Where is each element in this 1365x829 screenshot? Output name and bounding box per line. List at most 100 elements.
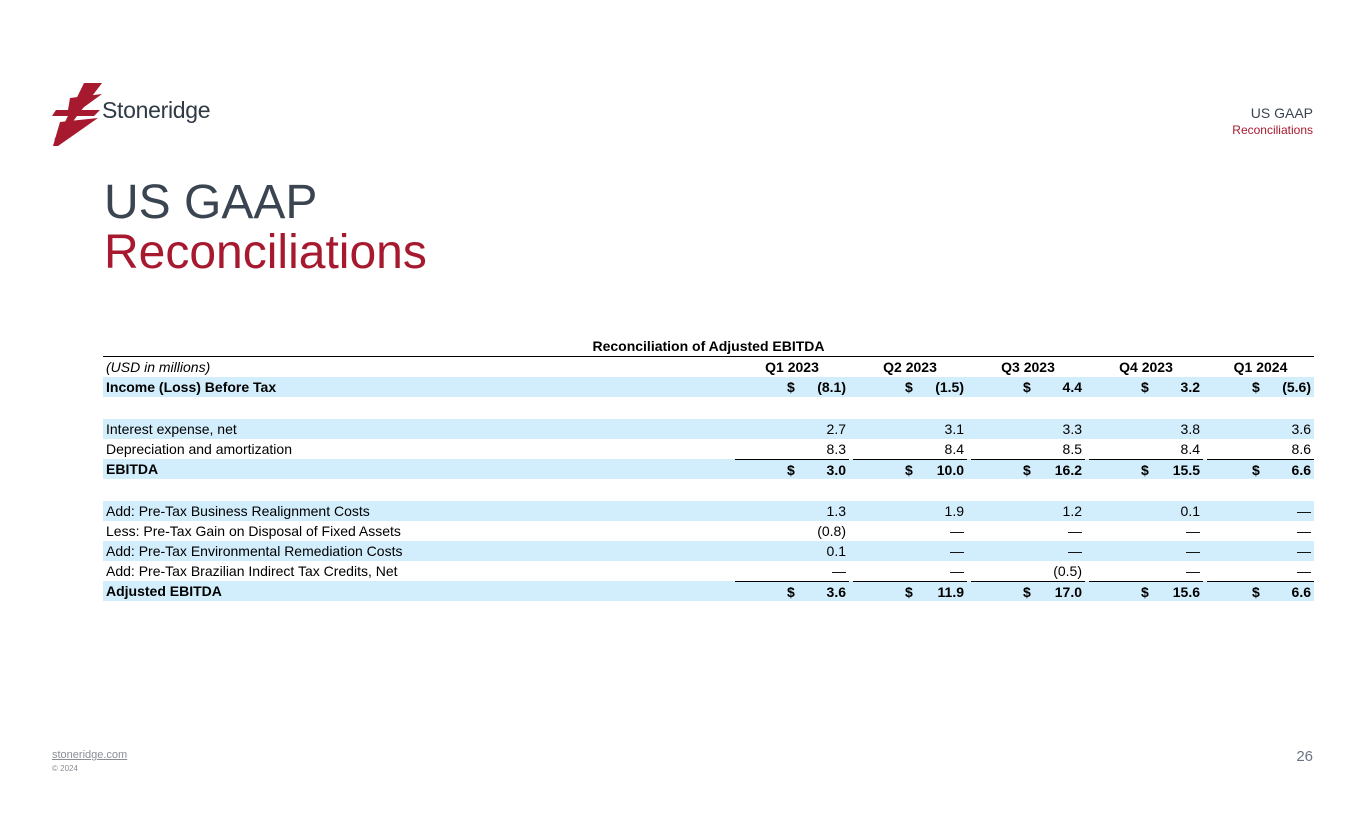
table-row: Less: Pre-Tax Gain on Disposal of Fixed … bbox=[103, 521, 1314, 541]
table-row: EBITDA $3.0 $10.0 $16.2 $15.5 $6.6 bbox=[103, 459, 1314, 479]
section-header-line2: Reconciliations bbox=[1232, 123, 1313, 137]
table-cell: 8.4 bbox=[853, 439, 967, 459]
table-cell: (0.5) bbox=[971, 561, 1085, 581]
currency-symbol: $ bbox=[1252, 379, 1260, 395]
page-number: 26 bbox=[1296, 748, 1313, 765]
cell-value: — bbox=[1297, 543, 1311, 559]
column-header: Q3 2023 bbox=[1001, 359, 1055, 375]
cell-value: 17.0 bbox=[1054, 584, 1082, 600]
row-label: Less: Pre-Tax Gain on Disposal of Fixed … bbox=[106, 523, 401, 539]
table-cell: — bbox=[971, 521, 1085, 541]
unit-label: (USD in millions) bbox=[106, 359, 211, 375]
row-label: EBITDA bbox=[106, 461, 159, 477]
table-cell: $ (5.6) bbox=[1207, 377, 1314, 397]
table-cell: 2.7 bbox=[735, 419, 849, 439]
table-cell: 3.8 bbox=[1089, 419, 1203, 439]
cell-value: 3.3 bbox=[1062, 421, 1082, 437]
cell-value: 6.6 bbox=[1291, 462, 1311, 478]
table-cell: — bbox=[1089, 541, 1203, 561]
cell-value: 0.1 bbox=[1180, 503, 1200, 519]
column-header: Q4 2023 bbox=[1119, 359, 1173, 375]
column-header: Q1 2024 bbox=[1233, 359, 1288, 375]
cell-value: 3.1 bbox=[944, 421, 964, 437]
table-cell: 1.9 bbox=[853, 501, 967, 521]
cell-value: 0.1 bbox=[826, 543, 846, 559]
cell-value: — bbox=[950, 523, 964, 539]
cell-value: 3.2 bbox=[1180, 379, 1200, 395]
cell-value: 3.8 bbox=[1180, 421, 1200, 437]
table-cell: — bbox=[853, 561, 967, 581]
table-cell: $16.2 bbox=[971, 459, 1085, 480]
table-cell: $15.6 bbox=[1089, 581, 1203, 602]
cell-value: — bbox=[950, 563, 964, 579]
cell-value: 15.5 bbox=[1172, 462, 1200, 478]
stoneridge-logo bbox=[52, 83, 102, 146]
cell-value: 3.6 bbox=[1291, 421, 1311, 437]
table-row: Add: Pre-Tax Brazilian Indirect Tax Cred… bbox=[103, 561, 1314, 581]
table-cell: $15.5 bbox=[1089, 459, 1203, 480]
table-cell: — bbox=[971, 541, 1085, 561]
cell-value: — bbox=[1186, 523, 1200, 539]
page-title-line1: US GAAP bbox=[104, 176, 318, 229]
cell-value: 10.0 bbox=[936, 462, 964, 478]
cell-value: 3.0 bbox=[826, 462, 846, 478]
table-cell: 0.1 bbox=[1089, 501, 1203, 521]
cell-value: (1.5) bbox=[935, 379, 964, 395]
table-cell: $3.2 bbox=[1089, 377, 1203, 397]
row-label: Add: Pre-Tax Brazilian Indirect Tax Cred… bbox=[106, 563, 398, 579]
cell-value: — bbox=[1068, 543, 1082, 559]
currency-symbol: $ bbox=[1252, 462, 1260, 478]
currency-symbol: $ bbox=[1023, 584, 1031, 600]
currency-symbol: $ bbox=[1141, 379, 1149, 395]
cell-value: 4.4 bbox=[1062, 379, 1082, 395]
table-cell: $6.6 bbox=[1207, 459, 1314, 480]
table-cell: 8.5 bbox=[971, 439, 1085, 459]
table-row: Income (Loss) Before Tax $ (8.1) $ (1.5) $4.4… bbox=[103, 377, 1314, 397]
page-title: US GAAP Reconciliations bbox=[104, 178, 427, 278]
table-cell: $4.4 bbox=[971, 377, 1085, 397]
cell-value: 8.5 bbox=[1062, 441, 1082, 457]
table-cell: $3.6 bbox=[735, 581, 849, 602]
row-label: Interest expense, net bbox=[106, 421, 237, 437]
cell-value: — bbox=[1297, 563, 1311, 579]
table-cell: $3.0 bbox=[735, 459, 849, 480]
cell-value: (8.1) bbox=[817, 379, 846, 395]
table-cell: $ (1.5) bbox=[853, 377, 967, 397]
table-cell: — bbox=[1089, 561, 1203, 581]
table-cell: — bbox=[1089, 521, 1203, 541]
cell-value: 8.3 bbox=[826, 441, 846, 457]
row-spacer bbox=[103, 397, 1314, 419]
table-cell: — bbox=[735, 561, 849, 581]
currency-symbol: $ bbox=[787, 462, 795, 478]
cell-value: 15.6 bbox=[1172, 584, 1200, 600]
table-title: Reconciliation of Adjusted EBITDA bbox=[592, 338, 825, 354]
logo-wordmark: Stoneridge bbox=[102, 97, 211, 123]
currency-symbol: $ bbox=[905, 379, 913, 395]
page-title-line2: Reconciliations bbox=[104, 226, 427, 279]
row-label: Depreciation and amortization bbox=[106, 441, 292, 457]
cell-value: — bbox=[1186, 563, 1200, 579]
website-link[interactable]: stoneridge.com bbox=[52, 749, 128, 761]
table-cell: $11.9 bbox=[853, 581, 967, 602]
column-header: Q2 2023 bbox=[883, 359, 937, 375]
copyright: © 2024 bbox=[52, 764, 78, 773]
cell-value: (0.5) bbox=[1053, 563, 1082, 579]
currency-symbol: $ bbox=[1141, 584, 1149, 600]
currency-symbol: $ bbox=[1023, 379, 1031, 395]
table-cell: 1.3 bbox=[735, 501, 849, 521]
cell-value: 11.9 bbox=[937, 584, 964, 600]
table-cell: $6.6 bbox=[1207, 581, 1314, 602]
column-header: Q1 2023 bbox=[765, 359, 819, 375]
cell-value: — bbox=[950, 543, 964, 559]
cell-value: 8.4 bbox=[944, 441, 964, 457]
currency-symbol: $ bbox=[1252, 584, 1260, 600]
currency-symbol: $ bbox=[787, 584, 795, 600]
row-label: Income (Loss) Before Tax bbox=[106, 379, 277, 395]
table-cell: — bbox=[853, 521, 967, 541]
section-header-line1: US GAAP bbox=[1250, 105, 1313, 121]
cell-value: (0.8) bbox=[817, 523, 846, 539]
table-cell: $17.0 bbox=[971, 581, 1085, 602]
cell-value: 6.6 bbox=[1291, 584, 1311, 600]
table-header-row: (USD in millions) Q1 2023 Q2 2023 Q3 202… bbox=[103, 356, 1314, 377]
currency-symbol: $ bbox=[905, 584, 913, 600]
